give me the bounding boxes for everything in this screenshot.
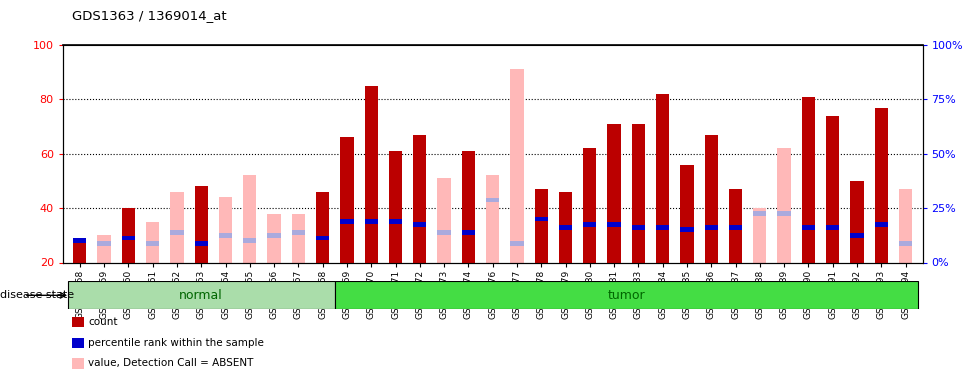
Bar — [826, 116, 839, 262]
Bar — [268, 214, 281, 262]
Bar — [438, 178, 451, 262]
Bar — [389, 151, 402, 262]
Bar — [170, 230, 184, 235]
Bar — [680, 227, 694, 232]
Bar — [219, 233, 232, 238]
Bar — [364, 219, 378, 224]
Bar — [753, 208, 766, 262]
Bar — [243, 176, 257, 262]
Bar — [316, 236, 329, 240]
Bar — [753, 211, 766, 216]
Bar — [194, 241, 208, 246]
Bar — [802, 225, 815, 230]
Bar — [146, 222, 159, 262]
Bar — [778, 211, 791, 216]
Text: GDS1363 / 1369014_at: GDS1363 / 1369014_at — [72, 9, 227, 22]
Bar — [680, 165, 694, 262]
Bar — [219, 197, 232, 262]
Bar — [292, 214, 305, 262]
Bar — [413, 222, 426, 227]
Text: percentile rank within the sample: percentile rank within the sample — [88, 338, 264, 348]
Bar — [874, 108, 888, 262]
Bar — [268, 233, 281, 238]
Bar — [340, 219, 354, 224]
Bar — [826, 225, 839, 230]
Bar — [146, 241, 159, 246]
Bar — [335, 281, 918, 309]
Bar — [510, 241, 524, 246]
Bar — [340, 137, 354, 262]
Bar — [704, 225, 718, 230]
Text: count: count — [88, 317, 118, 327]
Bar — [583, 148, 596, 262]
Bar — [98, 241, 111, 246]
Bar — [170, 192, 184, 262]
Bar — [559, 192, 572, 262]
Bar — [122, 236, 135, 240]
Bar — [243, 238, 257, 243]
Bar — [364, 86, 378, 262]
Bar — [122, 208, 135, 262]
Bar — [583, 222, 596, 227]
Bar — [413, 135, 426, 262]
Text: disease state: disease state — [0, 290, 74, 300]
Bar — [98, 236, 111, 262]
Bar — [68, 281, 335, 309]
Bar — [850, 233, 864, 238]
Bar — [802, 97, 815, 262]
Bar — [608, 222, 621, 227]
Bar — [850, 181, 864, 262]
Text: value, Detection Call = ABSENT: value, Detection Call = ABSENT — [88, 358, 253, 368]
Text: normal: normal — [180, 289, 223, 302]
Bar — [608, 124, 621, 262]
Bar — [438, 230, 451, 235]
Bar — [462, 151, 475, 262]
Text: tumor: tumor — [608, 289, 645, 302]
Bar — [632, 124, 645, 262]
Bar — [534, 189, 548, 262]
Bar — [728, 225, 742, 230]
Bar — [486, 198, 499, 202]
Bar — [486, 176, 499, 262]
Bar — [389, 219, 402, 224]
Bar — [728, 189, 742, 262]
Bar — [73, 241, 87, 262]
Bar — [534, 216, 548, 222]
Bar — [898, 189, 912, 262]
Bar — [898, 241, 912, 246]
Bar — [73, 238, 87, 243]
Bar — [462, 230, 475, 235]
Bar — [704, 135, 718, 262]
Bar — [510, 69, 524, 262]
Bar — [656, 225, 669, 230]
Bar — [194, 186, 208, 262]
Bar — [632, 225, 645, 230]
Bar — [316, 192, 329, 262]
Bar — [656, 94, 669, 262]
Bar — [559, 225, 572, 230]
Bar — [874, 222, 888, 227]
Bar — [292, 230, 305, 235]
Bar — [778, 148, 791, 262]
